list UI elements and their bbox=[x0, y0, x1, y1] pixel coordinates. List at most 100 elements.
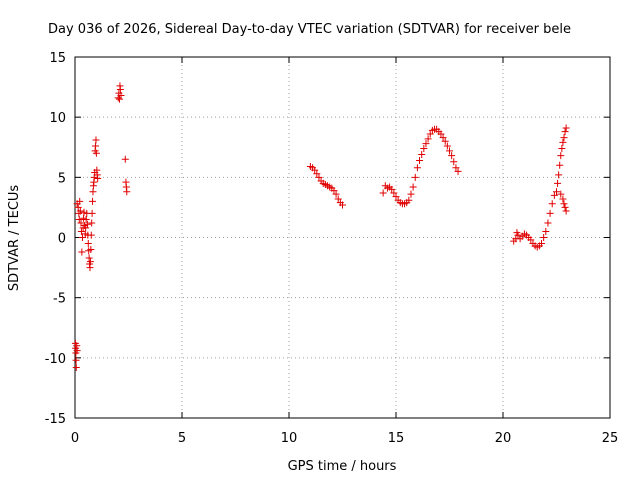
data-point bbox=[450, 158, 458, 166]
data-point bbox=[388, 185, 396, 193]
data-point bbox=[392, 193, 400, 201]
data-point bbox=[87, 231, 95, 239]
x-axis-label: GPS time / hours bbox=[288, 459, 397, 474]
data-point bbox=[311, 166, 319, 174]
data-point bbox=[334, 195, 342, 203]
y-tick-label: -15 bbox=[45, 412, 66, 427]
data-point bbox=[88, 219, 96, 227]
data-point bbox=[538, 240, 546, 248]
y-tick-label: -10 bbox=[45, 352, 66, 367]
data-point bbox=[89, 197, 97, 205]
data-point bbox=[72, 363, 80, 371]
data-point bbox=[562, 207, 570, 215]
data-point bbox=[411, 173, 419, 181]
data-point bbox=[117, 92, 125, 100]
data-point bbox=[561, 203, 569, 211]
data-point bbox=[73, 347, 81, 355]
y-tick-label: 10 bbox=[49, 111, 66, 126]
data-point bbox=[555, 171, 563, 179]
data-point bbox=[116, 95, 124, 103]
x-tick-label: 5 bbox=[178, 431, 186, 446]
data-point bbox=[544, 219, 552, 227]
data-point bbox=[76, 207, 84, 215]
data-point bbox=[78, 248, 86, 256]
data-point bbox=[332, 190, 340, 198]
data-point bbox=[424, 135, 432, 143]
data-point bbox=[416, 156, 424, 164]
y-tick-label: -5 bbox=[53, 292, 66, 307]
data-point bbox=[422, 140, 430, 148]
data-point bbox=[559, 138, 567, 146]
y-tick-label: 5 bbox=[58, 171, 66, 186]
chart-title: Day 036 of 2026, Sidereal Day-to-day VTE… bbox=[48, 22, 571, 37]
data-point bbox=[379, 189, 387, 197]
data-point bbox=[390, 189, 398, 197]
x-tick-label: 20 bbox=[495, 431, 512, 446]
data-point bbox=[77, 227, 85, 235]
x-tick-label: 10 bbox=[281, 431, 298, 446]
data-point bbox=[553, 188, 560, 196]
data-point bbox=[92, 136, 100, 144]
data-point bbox=[540, 234, 548, 241]
data-point bbox=[409, 183, 417, 191]
data-point bbox=[84, 240, 92, 248]
data-point bbox=[562, 124, 570, 132]
y-tick-label: 0 bbox=[58, 232, 66, 247]
data-point bbox=[542, 227, 550, 235]
data-point bbox=[121, 155, 129, 163]
data-point bbox=[557, 190, 565, 198]
data-point bbox=[339, 201, 346, 209]
x-tick-label: 25 bbox=[602, 431, 619, 446]
data-point bbox=[550, 191, 558, 199]
data-point bbox=[561, 128, 569, 136]
data-point bbox=[407, 190, 415, 198]
data-point bbox=[86, 258, 94, 266]
data-points bbox=[71, 82, 570, 371]
grid bbox=[75, 57, 610, 418]
data-point bbox=[82, 224, 90, 232]
data-point bbox=[446, 147, 453, 155]
data-point bbox=[92, 142, 100, 150]
data-point bbox=[454, 167, 462, 175]
data-point bbox=[72, 356, 80, 364]
data-point bbox=[74, 203, 82, 211]
data-point bbox=[123, 188, 131, 196]
data-point bbox=[558, 144, 566, 152]
data-point bbox=[83, 220, 91, 228]
data-point bbox=[116, 85, 124, 93]
data-point bbox=[556, 161, 564, 169]
data-point bbox=[437, 130, 445, 138]
data-point bbox=[443, 142, 451, 150]
data-point bbox=[85, 254, 93, 262]
data-point bbox=[441, 137, 449, 145]
y-tick-label: 15 bbox=[49, 51, 66, 66]
data-point bbox=[330, 187, 338, 195]
x-tick-label: 0 bbox=[71, 431, 79, 446]
data-point bbox=[86, 264, 94, 272]
data-point bbox=[76, 197, 84, 205]
data-point bbox=[560, 200, 568, 208]
x-tick-label: 15 bbox=[388, 431, 405, 446]
y-axis-label: SDTVAR / TECUs bbox=[7, 185, 22, 292]
data-point bbox=[452, 164, 460, 172]
data-point bbox=[527, 236, 535, 244]
data-point bbox=[313, 170, 321, 178]
data-point bbox=[557, 152, 565, 160]
data-point bbox=[548, 200, 556, 208]
axis-ticks: 0 5 10 15 20 25 -15 -10 -5 0 5 10 15 bbox=[45, 51, 619, 446]
data-point bbox=[88, 209, 96, 217]
data-point bbox=[439, 134, 447, 142]
data-point bbox=[448, 152, 456, 160]
data-point bbox=[94, 175, 102, 183]
data-point bbox=[89, 188, 97, 196]
data-point bbox=[546, 209, 554, 217]
data-point bbox=[75, 215, 83, 223]
data-point bbox=[87, 246, 95, 254]
data-point bbox=[554, 179, 562, 187]
data-point bbox=[559, 195, 567, 203]
data-point bbox=[420, 144, 428, 152]
data-point bbox=[82, 215, 90, 223]
data-point bbox=[77, 219, 85, 227]
data-point bbox=[405, 196, 413, 204]
